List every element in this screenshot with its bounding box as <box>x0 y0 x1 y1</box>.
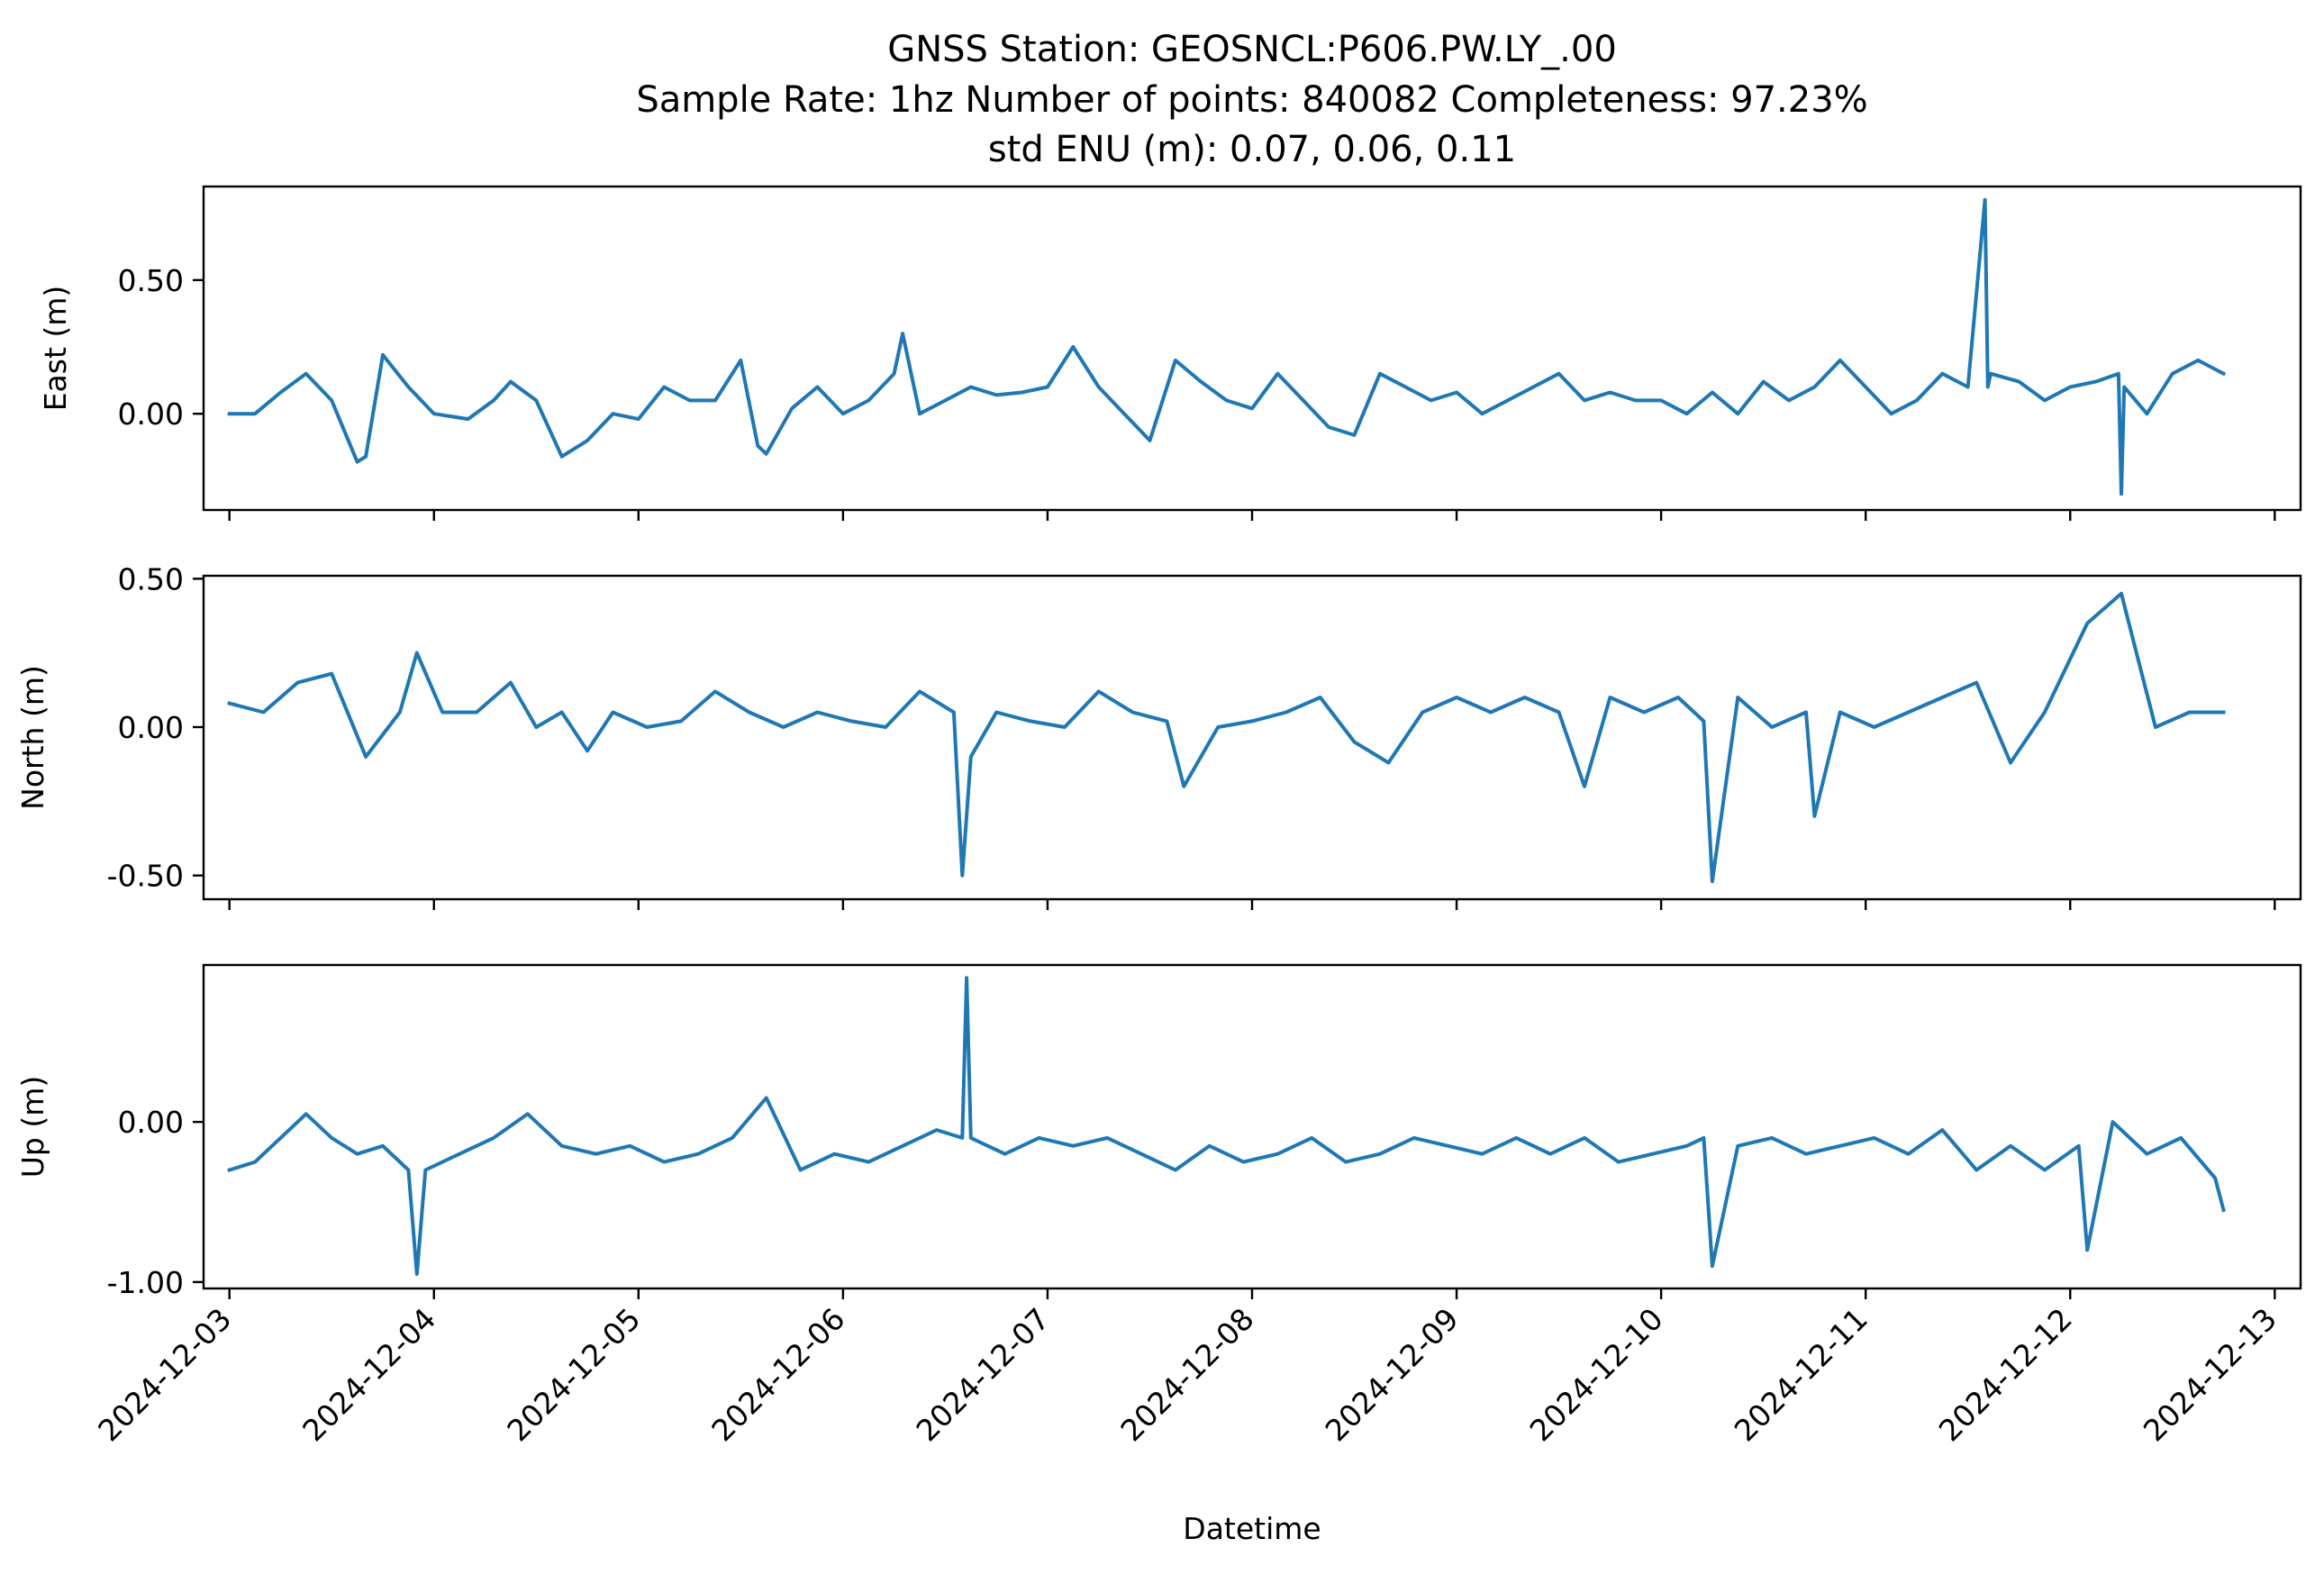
east-data-line <box>227 197 2227 496</box>
title-line-2: Sample Rate: 1hz Number of points: 84008… <box>636 79 1867 121</box>
title-line-1: GNSS Station: GEOSNCL:P606.PW.LY_.00 <box>887 29 1617 70</box>
figure-title: GNSS Station: GEOSNCL:P606.PW.LY_.00 Sam… <box>636 29 1867 170</box>
east-series-line <box>227 197 2227 496</box>
east-ytick-label: 0.50 <box>118 263 184 298</box>
north-y-axis: -0.50 0.00 0.50 <box>107 561 204 894</box>
up-y-axis: -1.00 0.00 <box>107 1105 204 1300</box>
east-y-axis: 0.00 0.50 <box>118 263 204 432</box>
north-series-line <box>227 591 2226 884</box>
north-panel: -0.50 0.00 0.50 North (m) <box>15 561 2302 910</box>
east-panel: 0.00 0.50 East (m) <box>38 185 2302 521</box>
north-axis-label: North (m) <box>15 665 50 810</box>
up-ytick-label: -1.00 <box>107 1265 184 1300</box>
up-series-line <box>227 976 2226 1276</box>
title-line-3: std ENU (m): 0.07, 0.06, 0.11 <box>988 129 1516 170</box>
up-ytick-label: 0.00 <box>118 1105 184 1140</box>
x-axis-label: Datetime <box>1183 1511 1321 1546</box>
up-axis-label: Up (m) <box>15 1076 50 1179</box>
up-data-line <box>227 976 2226 1276</box>
east-ytick-label: 0.00 <box>118 396 184 432</box>
north-x-axis <box>228 899 2276 910</box>
east-x-axis <box>228 510 2276 521</box>
north-ytick-label: 0.00 <box>118 710 184 745</box>
east-axis-label: East (m) <box>38 286 73 412</box>
north-ytick-label: -0.50 <box>107 859 184 894</box>
north-data-line <box>227 591 2226 884</box>
north-ytick-label: 0.50 <box>118 561 184 596</box>
